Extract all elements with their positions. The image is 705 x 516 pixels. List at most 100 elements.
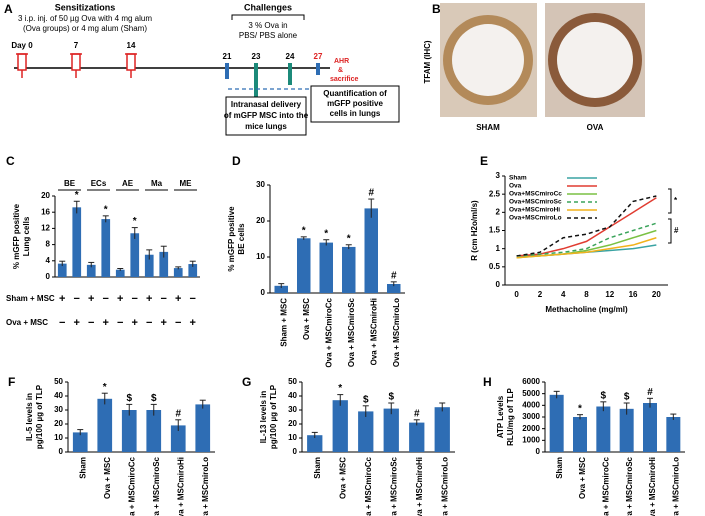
y-tick-label: 6000 <box>522 377 540 386</box>
panel-b: B TFAM (IHC) SHAM OVA <box>423 2 645 132</box>
sign: + <box>132 317 138 329</box>
box <box>225 96 307 136</box>
day-label: 21 <box>223 52 232 61</box>
axis-label: pg/100 µg of TLP <box>269 384 278 449</box>
y-tick-label: 12 <box>41 224 50 233</box>
text: Intranasal delivery <box>231 100 302 109</box>
x-tick-label: 0 <box>514 290 519 299</box>
bracket <box>668 188 672 214</box>
bar <box>130 233 140 277</box>
heading: Challenges <box>244 2 292 12</box>
day-label: 24 <box>286 52 295 61</box>
x-tick-label: Ova + MSCmiroSc <box>625 456 634 516</box>
x-tick-label: Ova + MSC <box>103 457 112 499</box>
bracket <box>668 218 672 244</box>
day-label: 23 <box>252 52 261 61</box>
group-label: AE <box>122 179 134 188</box>
bar <box>86 264 96 277</box>
bar <box>342 246 356 293</box>
annotation: # <box>674 226 679 235</box>
x-tick-label: Sham <box>78 457 87 479</box>
legend-label: Ova+MSCmiroCc <box>509 191 562 198</box>
x-tick-label: Ova + MSC <box>578 457 587 499</box>
x-tick-label: Ova + MSCmiroLo <box>671 457 680 516</box>
x-tick-label: Ova + MSCmiroLo <box>440 457 449 516</box>
sign: + <box>161 317 167 329</box>
x-tick-label: Ova + MSC <box>302 298 311 340</box>
x-tick-label: 16 <box>629 290 638 299</box>
axis-label: % mGFP positive <box>227 206 236 272</box>
panel-label: G <box>242 375 251 389</box>
annotation: # <box>647 387 653 398</box>
sign: − <box>146 317 152 329</box>
sign: + <box>103 317 109 329</box>
sign: − <box>74 293 80 305</box>
legend-label: Ova+MSCmiroLo <box>509 215 562 222</box>
axis-label: IL-5 levels in <box>25 393 34 441</box>
sign: − <box>132 293 138 305</box>
bar <box>573 417 587 452</box>
text: mGFP positive <box>327 99 383 108</box>
y-tick-label: 1000 <box>522 435 540 444</box>
x-tick-label: Ova + MSCmiroSc <box>347 297 356 367</box>
y-tick-label: 4000 <box>522 400 540 409</box>
x-tick-label: Ova + MSCmiroCc <box>324 297 333 367</box>
y-tick-label: 0 <box>261 288 266 297</box>
y-tick-label: 2 <box>496 207 501 216</box>
legend-label: Sham <box>509 175 527 182</box>
y-tick-label: 50 <box>54 377 63 386</box>
text: sacrifice <box>330 76 359 83</box>
sign: + <box>74 317 80 329</box>
axis-label: IL-13 levels in <box>259 391 268 444</box>
annotation: * <box>75 190 79 201</box>
annotation: * <box>103 382 107 393</box>
y-tick-label: 8 <box>46 240 51 249</box>
sign: − <box>161 293 167 305</box>
bar <box>173 268 183 277</box>
annotation: $ <box>126 393 132 404</box>
series-line <box>516 195 657 257</box>
bar <box>115 269 125 277</box>
bar <box>146 410 162 452</box>
x-tick-label: 12 <box>605 290 614 299</box>
sign: − <box>103 293 109 305</box>
image-label: OVA <box>587 123 604 132</box>
text: Quantification of <box>323 89 387 98</box>
bar <box>274 285 288 293</box>
text: & <box>338 67 343 74</box>
bar <box>596 406 611 452</box>
y-tick-label: 5000 <box>522 389 540 398</box>
y-tick-label: 10 <box>54 433 63 442</box>
sign: − <box>88 317 94 329</box>
x-tick-label: Sham + MSC <box>279 298 288 347</box>
y-tick-label: 10 <box>288 433 297 442</box>
panel-label: D <box>232 154 241 168</box>
x-tick-label: 4 <box>561 290 566 299</box>
x-tick-label: Ova + MSCmiroSc <box>389 456 398 516</box>
annotation: $ <box>388 392 394 403</box>
bar <box>549 394 564 452</box>
y-tick-label: 50 <box>288 377 297 386</box>
annotation: $ <box>363 394 369 405</box>
legend-label: Ova+MSCmiroSc <box>509 199 562 206</box>
y-tick-label: 20 <box>54 419 63 428</box>
annotation: * <box>104 204 108 215</box>
bar <box>101 219 111 277</box>
y-tick-label: 20 <box>256 216 265 225</box>
text: PBS/ PBS alone <box>239 31 298 40</box>
annotation: * <box>578 403 582 414</box>
annotation: * <box>324 228 328 239</box>
panel-label: B <box>432 2 441 16</box>
x-tick-label: Ova + MSCmiroCc <box>127 456 136 516</box>
bar <box>319 242 333 293</box>
sign: + <box>175 293 181 305</box>
bar <box>387 284 401 293</box>
bar <box>619 408 634 452</box>
y-tick-label: 2000 <box>522 424 540 433</box>
group-label: Ma <box>151 179 163 188</box>
text: (Ova groups) or 4 mg alum (Sham) <box>23 24 147 33</box>
row-label: Sham + MSC <box>6 294 55 303</box>
y-tick-label: 3000 <box>522 412 540 421</box>
legend-label: Ova+MSCmiroHi <box>509 207 560 214</box>
sign: + <box>88 293 94 305</box>
